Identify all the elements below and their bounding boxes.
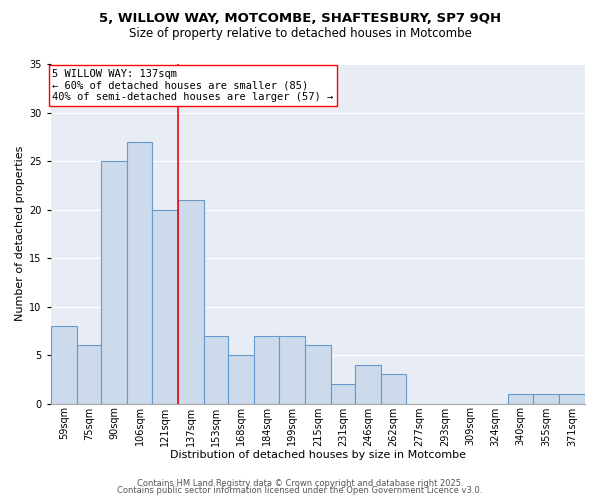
Bar [228, 355, 254, 404]
Bar [382, 374, 406, 404]
Bar [508, 394, 533, 404]
Text: Size of property relative to detached houses in Motcombe: Size of property relative to detached ho… [128, 28, 472, 40]
Bar [101, 161, 127, 404]
Bar [279, 336, 305, 404]
Bar [533, 394, 559, 404]
Bar [305, 346, 331, 404]
Bar [331, 384, 355, 404]
Bar [127, 142, 152, 404]
X-axis label: Distribution of detached houses by size in Motcombe: Distribution of detached houses by size … [170, 450, 466, 460]
Bar [254, 336, 279, 404]
Bar [178, 200, 204, 404]
Text: Contains HM Land Registry data © Crown copyright and database right 2025.: Contains HM Land Registry data © Crown c… [137, 478, 463, 488]
Bar [204, 336, 228, 404]
Text: 5 WILLOW WAY: 137sqm
← 60% of detached houses are smaller (85)
40% of semi-detac: 5 WILLOW WAY: 137sqm ← 60% of detached h… [52, 69, 334, 102]
Y-axis label: Number of detached properties: Number of detached properties [15, 146, 25, 322]
Bar [50, 326, 77, 404]
Bar [355, 364, 382, 404]
Text: 5, WILLOW WAY, MOTCOMBE, SHAFTESBURY, SP7 9QH: 5, WILLOW WAY, MOTCOMBE, SHAFTESBURY, SP… [99, 12, 501, 26]
Bar [77, 346, 101, 404]
Bar [559, 394, 585, 404]
Bar [152, 210, 178, 404]
Text: Contains public sector information licensed under the Open Government Licence v3: Contains public sector information licen… [118, 486, 482, 495]
